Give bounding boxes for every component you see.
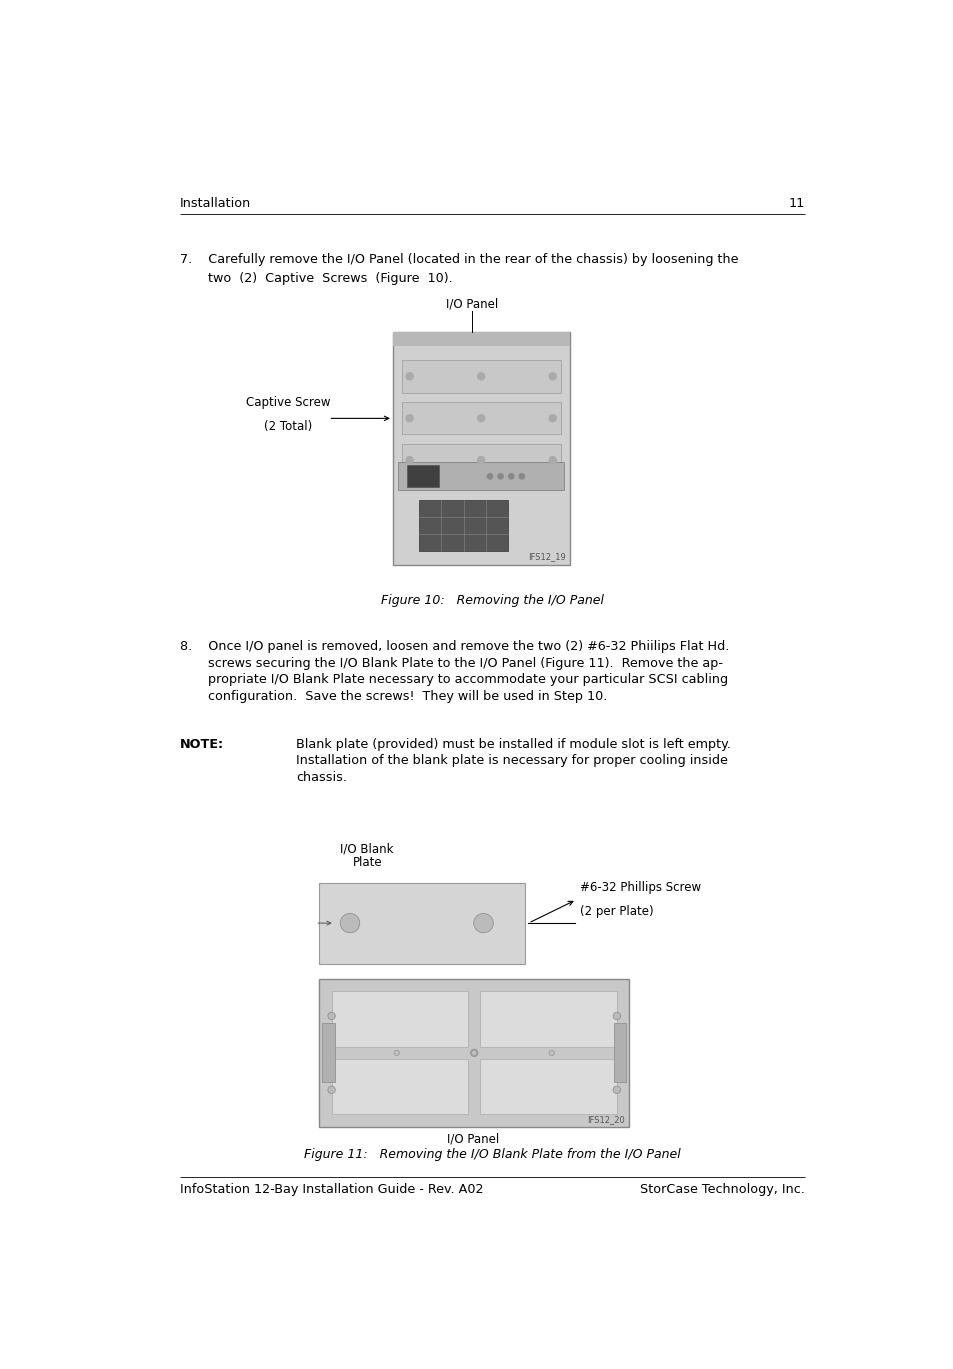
Text: Captive Screw: Captive Screw xyxy=(246,396,330,409)
Text: InfoStation 12-Bay Installation Guide - Rev. A02: InfoStation 12-Bay Installation Guide - … xyxy=(179,1183,482,1197)
Bar xyxy=(407,465,438,487)
Text: 7.    Carefully remove the I/O Panel (located in the rear of the chassis) by loo: 7. Carefully remove the I/O Panel (locat… xyxy=(179,253,738,266)
Bar xyxy=(397,463,563,490)
Bar xyxy=(401,444,560,476)
Circle shape xyxy=(497,474,503,479)
Circle shape xyxy=(549,415,556,422)
Circle shape xyxy=(477,372,484,379)
Bar xyxy=(401,402,560,434)
Bar xyxy=(322,1023,335,1083)
Text: two  (2)  Captive  Screws  (Figure  10).: two (2) Captive Screws (Figure 10). xyxy=(179,272,452,285)
Text: 11: 11 xyxy=(788,197,804,211)
Circle shape xyxy=(474,913,493,932)
Circle shape xyxy=(548,1050,554,1055)
Text: Installation of the blank plate is necessary for proper cooling inside: Installation of the blank plate is neces… xyxy=(295,754,727,768)
Text: chassis.: chassis. xyxy=(295,771,347,784)
Text: Figure 11:   Removing the I/O Blank Plate from the I/O Panel: Figure 11: Removing the I/O Blank Plate … xyxy=(304,1149,680,1161)
Text: StorCase Technology, Inc.: StorCase Technology, Inc. xyxy=(639,1183,804,1197)
Circle shape xyxy=(477,415,484,422)
Text: Plate: Plate xyxy=(352,856,381,869)
Circle shape xyxy=(328,1012,335,1020)
Circle shape xyxy=(471,1050,476,1055)
Text: IFS12_19: IFS12_19 xyxy=(527,553,565,561)
Text: Figure 10:   Removing the I/O Panel: Figure 10: Removing the I/O Panel xyxy=(380,594,603,606)
Circle shape xyxy=(406,456,413,464)
Bar xyxy=(480,1060,617,1114)
Text: IFS12_20: IFS12_20 xyxy=(587,1114,624,1124)
Bar xyxy=(319,883,524,964)
Circle shape xyxy=(394,1050,399,1055)
Bar xyxy=(319,979,629,1127)
Circle shape xyxy=(508,474,514,479)
Circle shape xyxy=(328,1086,335,1094)
Circle shape xyxy=(470,1049,477,1057)
Text: NOTE:: NOTE: xyxy=(179,738,224,752)
Circle shape xyxy=(613,1086,619,1094)
Circle shape xyxy=(406,415,413,422)
Bar xyxy=(332,991,468,1047)
Text: (2 Total): (2 Total) xyxy=(264,420,312,433)
Text: Blank plate (provided) must be installed if module slot is left empty.: Blank plate (provided) must be installed… xyxy=(295,738,730,752)
Circle shape xyxy=(613,1012,619,1020)
Text: screws securing the I/O Blank Plate to the I/O Panel (Figure 11).  Remove the ap: screws securing the I/O Blank Plate to t… xyxy=(179,657,722,669)
Bar xyxy=(393,333,569,346)
Text: I/O Blank: I/O Blank xyxy=(340,843,394,856)
Circle shape xyxy=(549,456,556,464)
Circle shape xyxy=(518,474,524,479)
Text: #6-32 Phillips Screw: #6-32 Phillips Screw xyxy=(579,882,700,894)
Bar xyxy=(613,1023,625,1083)
Circle shape xyxy=(549,372,556,379)
Bar xyxy=(419,500,507,550)
Bar xyxy=(480,991,617,1047)
Text: Installation: Installation xyxy=(179,197,251,211)
Circle shape xyxy=(487,474,492,479)
Circle shape xyxy=(340,913,359,932)
Bar xyxy=(332,1060,468,1114)
Text: I/O Panel: I/O Panel xyxy=(445,297,497,311)
Text: configuration.  Save the screws!  They will be used in Step 10.: configuration. Save the screws! They wil… xyxy=(179,690,606,702)
Circle shape xyxy=(406,372,413,379)
Bar xyxy=(401,360,560,393)
Text: (2 per Plate): (2 per Plate) xyxy=(579,905,654,919)
Text: I/O Panel: I/O Panel xyxy=(447,1134,499,1146)
Bar xyxy=(393,333,569,564)
Text: 8.    Once I/O panel is removed, loosen and remove the two (2) #6-32 Phiilips Fl: 8. Once I/O panel is removed, loosen and… xyxy=(179,641,728,653)
Text: propriate I/O Blank Plate necessary to accommodate your particular SCSI cabling: propriate I/O Blank Plate necessary to a… xyxy=(179,674,727,686)
Circle shape xyxy=(477,456,484,464)
